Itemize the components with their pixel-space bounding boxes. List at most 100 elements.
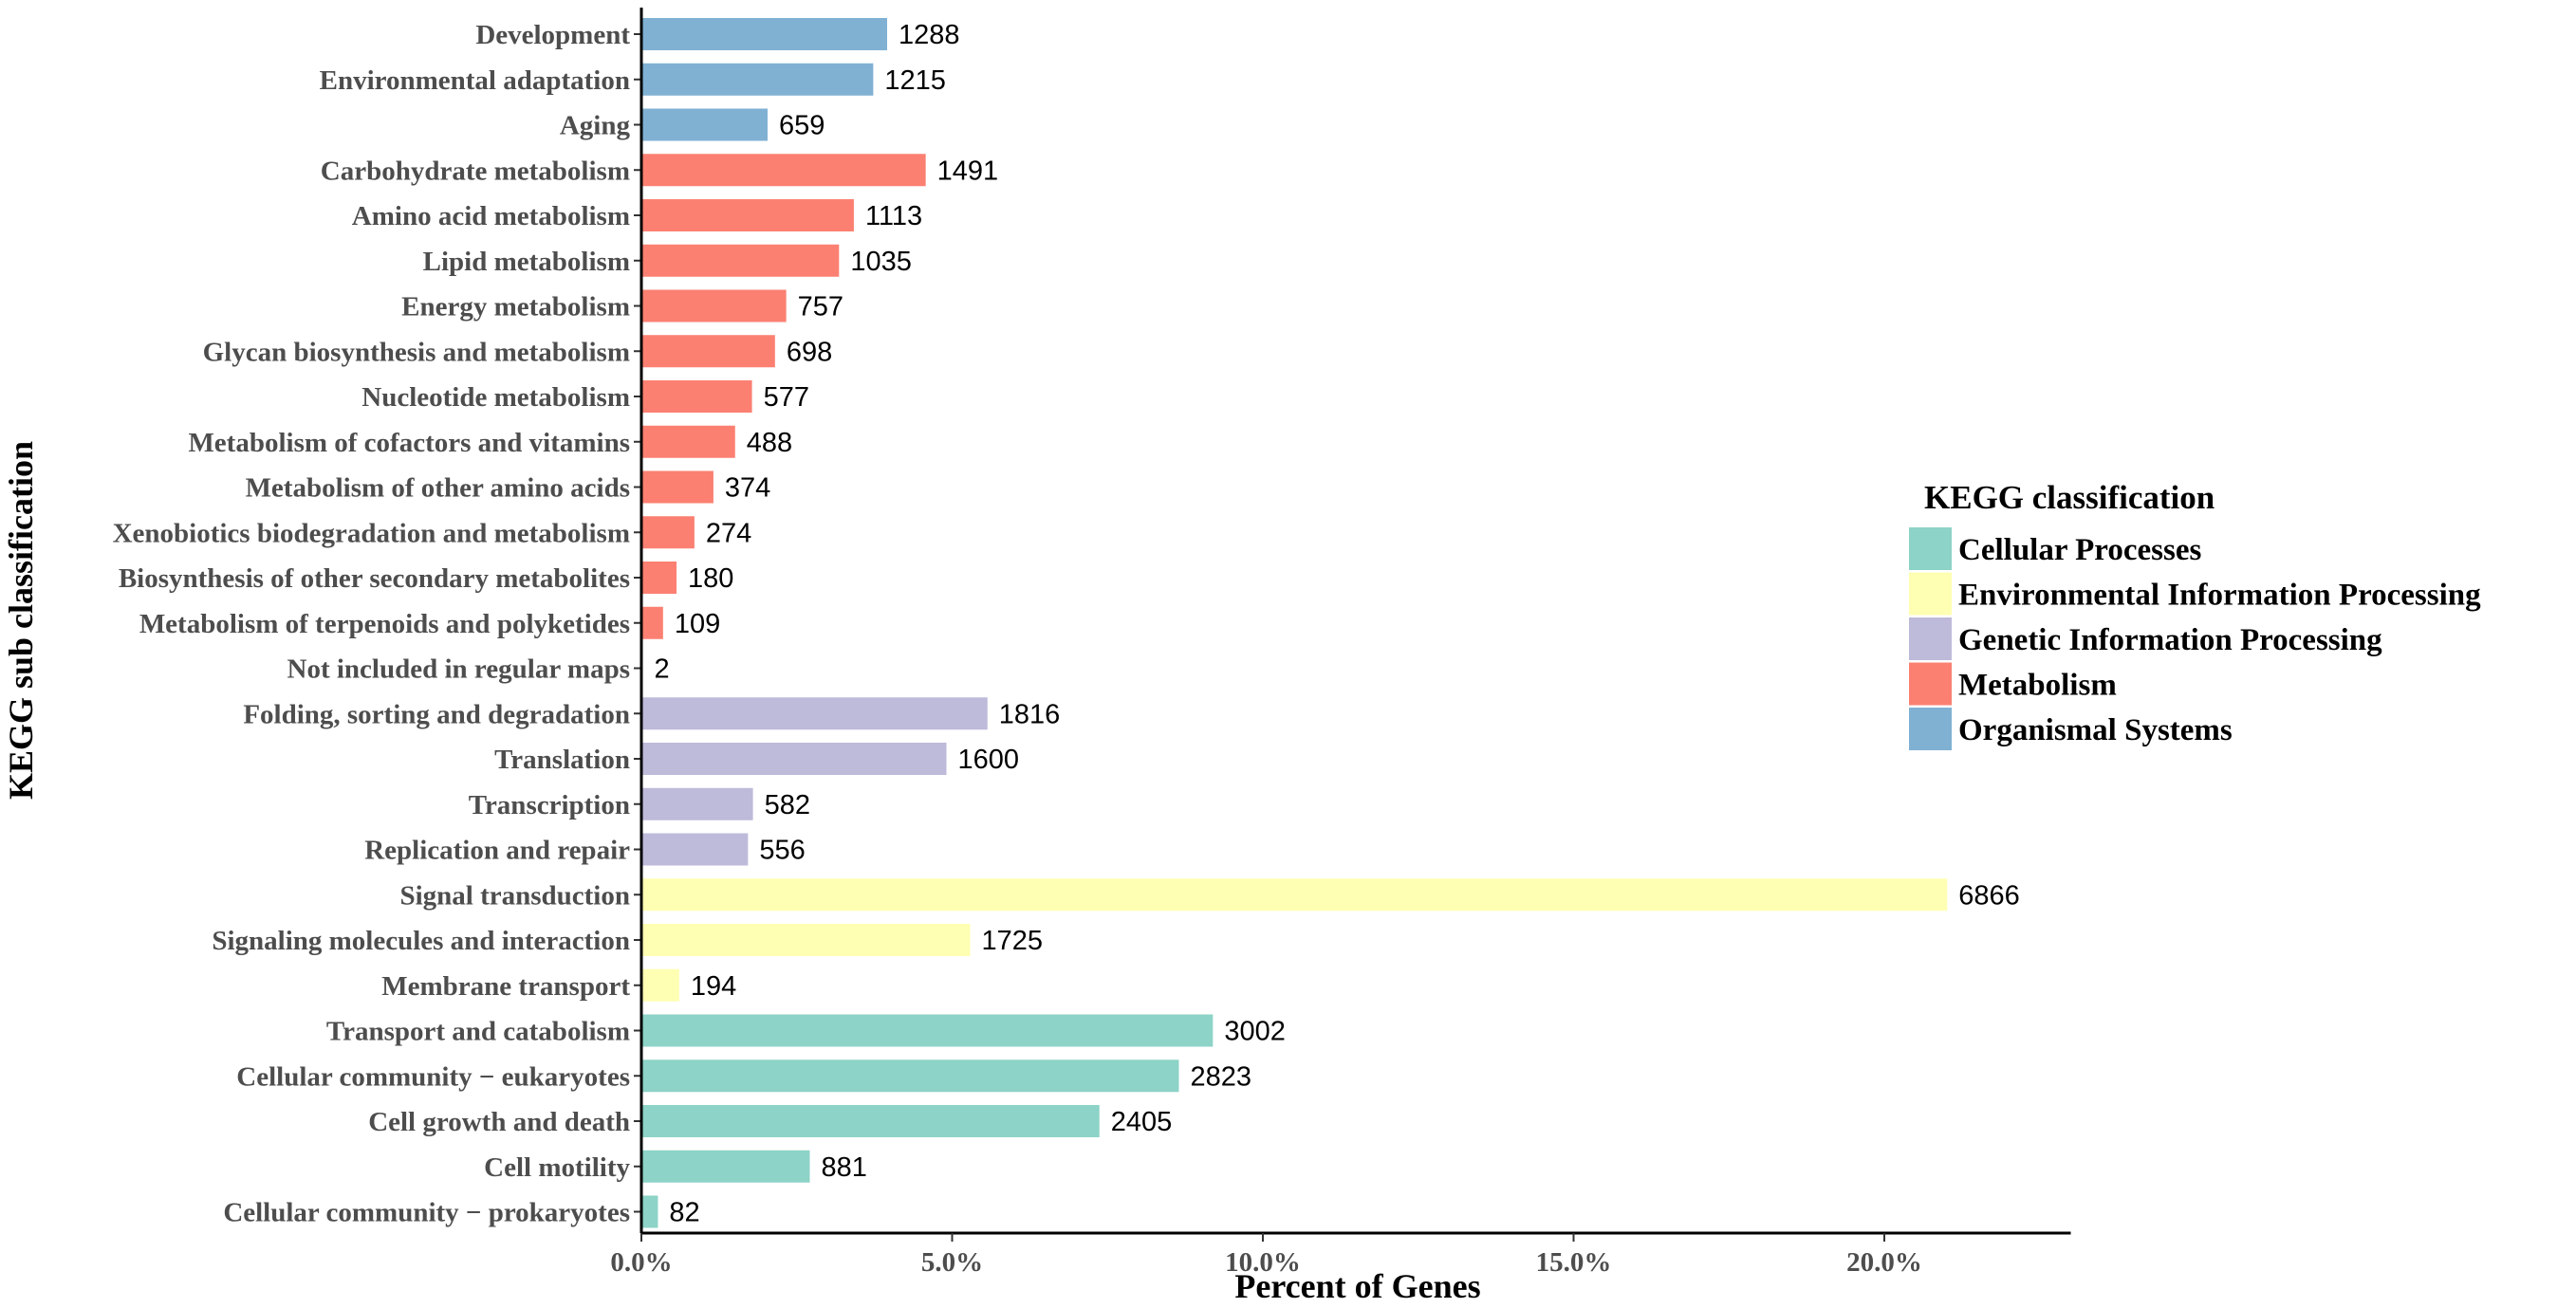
bar-cell-motility: [642, 1150, 810, 1183]
value-label-xenobiotics-biodegradation-and-metabolism: 274: [706, 518, 751, 548]
value-label-glycan-biosynthesis-and-metabolism: 698: [787, 337, 832, 367]
category-label-cell-motility: Cell motility: [484, 1152, 630, 1183]
legend-title: KEGG classification: [1924, 479, 2215, 516]
value-label-metabolism-of-terpenoids-and-polyketides: 109: [675, 609, 720, 639]
value-label-folding-sorting-and-degradation: 1816: [999, 699, 1061, 729]
legend-label-metabolism: Metabolism: [1958, 669, 2117, 703]
legend-label-cellular-processes: Cellular Processes: [1958, 533, 2201, 567]
value-label-cell-growth-and-death: 2405: [1111, 1107, 1173, 1137]
value-label-nucleotide-metabolism: 577: [764, 382, 809, 413]
value-label-membrane-transport: 194: [691, 971, 736, 1002]
category-label-energy-metabolism: Energy metabolism: [401, 292, 630, 322]
value-label-cellular-community-prokaryotes: 82: [669, 1198, 699, 1228]
legend-swatch-metabolism: [1909, 662, 1952, 706]
bar-transport-and-catabolism: [642, 1014, 1214, 1047]
legend-swatch-environmental-information-processing: [1909, 572, 1952, 616]
bar-folding-sorting-and-degradation: [642, 697, 988, 730]
value-label-carbohydrate-metabolism: 1491: [937, 156, 999, 186]
value-label-cellular-community-eukaryotes: 2823: [1190, 1061, 1251, 1092]
category-label-signaling-molecules-and-interaction: Signaling molecules and interaction: [212, 926, 630, 956]
x-tick-label-15: 15.0%: [1536, 1247, 1612, 1278]
category-label-glycan-biosynthesis-and-metabolism: Glycan biosynthesis and metabolism: [203, 337, 630, 367]
bar-development: [642, 18, 887, 50]
value-label-metabolism-of-cofactors-and-vitamins: 488: [747, 428, 792, 458]
bar-signal-transduction: [642, 878, 1948, 912]
bars-layer: Development 1288 Environmental adaptation 1…: [113, 18, 2020, 1228]
category-label-biosynthesis-of-other-secondary-metabolites: Biosynthesis of other secondary metaboli…: [119, 563, 630, 594]
value-label-aging: 659: [779, 111, 825, 141]
bar-aging: [642, 108, 769, 141]
legend-swatch-genetic-information-processing: [1909, 617, 1952, 660]
category-label-nucleotide-metabolism: Nucleotide metabolism: [361, 382, 630, 413]
value-label-signal-transduction: 6866: [1958, 880, 2020, 911]
x-axis-title: Percent of Genes: [1234, 1267, 1480, 1305]
y-axis-title: KEGG sub classification: [2, 441, 40, 800]
category-label-metabolism-of-other-amino-acids: Metabolism of other amino acids: [246, 473, 630, 504]
value-label-translation: 1600: [957, 745, 1019, 775]
value-label-lipid-metabolism: 1035: [850, 247, 912, 277]
bar-signaling-molecules-and-interaction: [642, 924, 971, 956]
bar-biosynthesis-of-other-secondary-metabolites: [642, 562, 677, 594]
value-label-amino-acid-metabolism: 1113: [865, 201, 922, 231]
category-label-cellular-community-prokaryotes: Cellular community − prokaryotes: [223, 1198, 630, 1228]
category-label-transport-and-catabolism: Transport and catabolism: [326, 1017, 630, 1047]
bar-metabolism-of-terpenoids-and-polyketides: [642, 606, 663, 639]
bar-translation: [642, 743, 947, 775]
bar-nucleotide-metabolism: [642, 380, 752, 413]
value-label-transcription: 582: [765, 790, 810, 820]
category-label-transcription: Transcription: [469, 790, 630, 820]
category-label-translation: Translation: [494, 745, 630, 775]
axes-layer: 0.0% 5.0% 10.0% 15.0% 20.0%: [610, 8, 2071, 1278]
bar-transcription: [642, 787, 753, 820]
legend: KEGG classification Cellular Processes En…: [1909, 479, 2481, 750]
category-label-replication-and-repair: Replication and repair: [364, 836, 630, 866]
bar-energy-metabolism: [642, 289, 787, 322]
value-label-biosynthesis-of-other-secondary-metabolites: 180: [688, 563, 733, 594]
category-label-aging: Aging: [560, 111, 631, 141]
value-label-not-included-in-regular-maps: 2: [655, 654, 670, 685]
category-label-signal-transduction: Signal transduction: [399, 880, 630, 911]
category-label-development: Development: [475, 20, 630, 50]
value-label-transport-and-catabolism: 3002: [1224, 1017, 1286, 1047]
legend-swatch-organismal-systems: [1909, 708, 1952, 750]
category-label-lipid-metabolism: Lipid metabolism: [423, 247, 630, 277]
legend-label-environmental-information-processing: Environmental Information Processing: [1958, 579, 2481, 613]
category-label-not-included-in-regular-maps: Not included in regular maps: [287, 654, 630, 685]
category-label-metabolism-of-cofactors-and-vitamins: Metabolism of cofactors and vitamins: [188, 428, 630, 458]
value-label-signaling-molecules-and-interaction: 1725: [982, 926, 1044, 956]
bar-replication-and-repair: [642, 833, 749, 866]
category-label-xenobiotics-biodegradation-and-metabolism: Xenobiotics biodegradation and metabolis…: [113, 518, 630, 548]
legend-label-organismal-systems: Organismal Systems: [1958, 713, 2233, 747]
bar-xenobiotics-biodegradation-and-metabolism: [642, 516, 695, 549]
bar-amino-acid-metabolism: [642, 199, 854, 231]
x-tick-label-20: 20.0%: [1846, 1247, 1922, 1278]
category-label-folding-sorting-and-degradation: Folding, sorting and degradation: [243, 699, 630, 729]
value-label-development: 1288: [899, 20, 960, 50]
bar-membrane-transport: [642, 968, 679, 1002]
category-label-carbohydrate-metabolism: Carbohydrate metabolism: [321, 156, 630, 186]
legend-swatch-cellular-processes: [1909, 527, 1952, 570]
category-label-metabolism-of-terpenoids-and-polyketides: Metabolism of terpenoids and polyketides: [139, 609, 630, 639]
x-tick-label-5: 5.0%: [921, 1247, 983, 1278]
category-label-membrane-transport: Membrane transport: [381, 971, 630, 1002]
bar-cell-growth-and-death: [642, 1105, 1100, 1137]
value-label-energy-metabolism: 757: [798, 292, 843, 322]
bar-lipid-metabolism: [642, 244, 840, 277]
value-label-environmental-adaptation: 1215: [884, 65, 946, 96]
bar-cellular-community-eukaryotes: [642, 1059, 1179, 1093]
category-label-cell-growth-and-death: Cell growth and death: [368, 1107, 630, 1137]
value-label-replication-and-repair: 556: [759, 836, 805, 866]
bar-glycan-biosynthesis-and-metabolism: [642, 335, 775, 368]
bar-carbohydrate-metabolism: [642, 154, 926, 187]
bar-metabolism-of-cofactors-and-vitamins: [642, 425, 735, 458]
bar-cellular-community-prokaryotes: [642, 1195, 658, 1228]
value-label-metabolism-of-other-amino-acids: 374: [725, 473, 770, 504]
category-label-cellular-community-eukaryotes: Cellular community − eukaryotes: [236, 1061, 630, 1092]
legend-label-genetic-information-processing: Genetic Information Processing: [1958, 623, 2382, 657]
category-label-amino-acid-metabolism: Amino acid metabolism: [352, 201, 630, 231]
category-label-environmental-adaptation: Environmental adaptation: [320, 65, 630, 96]
bar-environmental-adaptation: [642, 63, 874, 96]
x-tick-label-10: 10.0%: [1225, 1247, 1301, 1278]
